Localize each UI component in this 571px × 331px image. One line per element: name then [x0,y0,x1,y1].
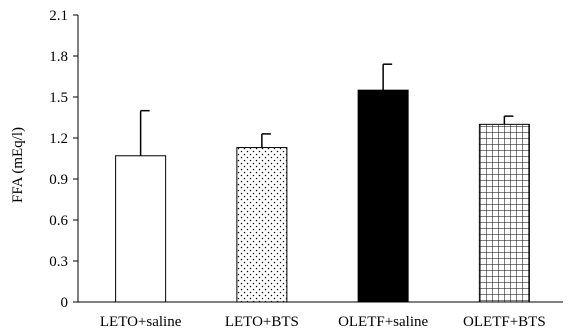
bar-oletf-saline [357,89,409,303]
x-tick-label: LETO+BTS [225,314,299,330]
x-tick-label: OLETF+BTS [463,314,546,330]
y-axis-title: FFA (mEq/l) [10,127,26,203]
x-tick-label: LETO+saline [100,314,182,330]
error-bars [139,63,514,156]
y-tick-label: 1.8 [49,49,68,65]
y-tick-label: 0.3 [49,254,68,270]
bars [115,89,530,303]
y-tick-label: 0.6 [49,213,68,229]
x-tick-label: OLETF+saline [338,314,428,330]
y-tick-label: 1.2 [49,131,68,147]
y-tick-label: 2.1 [49,8,68,24]
y-tick-label: 1.5 [49,90,68,106]
y-tick-label: 0.9 [49,172,68,188]
bar-leto-bts [236,147,288,303]
y-tick-label: 0 [61,295,69,311]
bar-leto-saline [115,155,167,303]
bar-oletf-bts [478,123,530,303]
x-tick-labels: LETO+saline LETO+BTS OLETF+saline OLETF+BTS [100,314,546,330]
